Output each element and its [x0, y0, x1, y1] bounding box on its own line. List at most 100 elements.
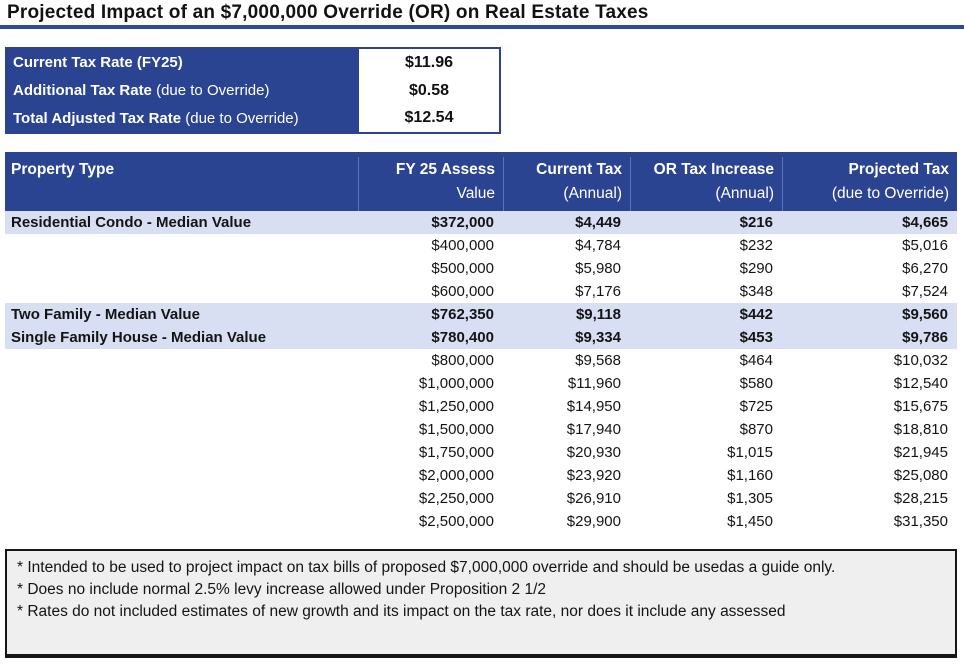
cell-assess-value: $2,500,000 — [418, 513, 494, 530]
cell-property-type — [5, 349, 358, 372]
projection-table-header: Property Type FY 25 Assess Value Current… — [5, 152, 957, 211]
projection-table: Property Type FY 25 Assess Value Current… — [5, 152, 957, 533]
cell-assess-value: $2,000,000 — [418, 467, 494, 484]
cell-assess-value: $372,000 — [431, 214, 494, 231]
cell-assess-value: $500,000 — [431, 260, 494, 277]
cell-or-tax-increase: $725 — [739, 398, 773, 415]
column-header-projected-tax: Projected Tax (due to Override) — [782, 157, 957, 211]
column-header-line2: (Annual) — [715, 185, 774, 202]
cell-or-tax-increase: $870 — [739, 421, 773, 438]
cell-property-type — [5, 280, 358, 303]
cell-assess-value: $780,400 — [431, 329, 494, 346]
column-header-line1: Current Tax — [536, 161, 622, 178]
cell-property-type: Single Family House - Median Value — [11, 329, 267, 346]
table-row: $1,750,000 $20,930 $1,015 $21,945 — [5, 441, 957, 464]
cell-projected-tax: $5,016 — [902, 237, 948, 254]
cell-property-type — [5, 464, 358, 487]
cell-projected-tax: $12,540 — [893, 375, 948, 392]
cell-current-tax: $23,920 — [566, 467, 621, 484]
cell-current-tax: $14,950 — [566, 398, 621, 415]
rate-label-bold: Current Tax Rate (FY25) — [13, 54, 183, 72]
rate-label-bold: Total Adjusted Tax Rate — [13, 109, 182, 127]
column-header-line1: OR Tax Increase — [653, 161, 774, 178]
cell-current-tax: $11,960 — [567, 375, 621, 392]
rate-value: $0.58 — [408, 81, 450, 99]
rate-label: Current Tax Rate (FY25) — [13, 49, 359, 76]
rate-value: $11.96 — [404, 53, 454, 71]
cell-current-tax: $9,334 — [575, 329, 621, 346]
cell-current-tax: $4,449 — [575, 214, 621, 231]
cell-projected-tax: $25,080 — [893, 467, 948, 484]
cell-or-tax-increase: $232 — [739, 237, 773, 254]
cell-projected-tax: $21,945 — [893, 444, 948, 461]
cell-current-tax: $9,568 — [575, 352, 621, 369]
cell-current-tax: $5,980 — [575, 260, 621, 277]
cell-current-tax: $17,940 — [566, 421, 621, 438]
rate-label-rest: (due to Override) — [181, 109, 299, 127]
table-row: Two Family - Median Value $762,350 $9,11… — [5, 303, 957, 326]
cell-assess-value: $400,000 — [431, 237, 494, 254]
table-row: $2,500,000 $29,900 $1,450 $31,350 — [5, 510, 957, 533]
tax-rate-summary-table: Current Tax Rate (FY25) Additional Tax R… — [5, 47, 501, 134]
table-row: $400,000 $4,784 $232 $5,016 — [5, 234, 957, 257]
cell-projected-tax: $10,032 — [893, 352, 948, 369]
footnote-box: * Intended to be used to project impact … — [5, 549, 957, 658]
tax-rate-labels: Current Tax Rate (FY25) Additional Tax R… — [7, 49, 359, 132]
cell-or-tax-increase: $348 — [739, 283, 773, 300]
table-row: $800,000 $9,568 $464 $10,032 — [5, 349, 957, 372]
table-row: $500,000 $5,980 $290 $6,270 — [5, 257, 957, 280]
column-header-or-tax-increase: OR Tax Increase (Annual) — [630, 157, 782, 211]
cell-property-type — [5, 487, 358, 510]
rate-label: Additional Tax Rate (due to Override) — [13, 77, 359, 104]
cell-projected-tax: $6,270 — [902, 260, 948, 277]
tax-rate-values: $11.96 $0.58 $12.54 — [359, 49, 499, 132]
rate-label-rest: (due to Override) — [151, 81, 270, 99]
cell-or-tax-increase: $1,305 — [727, 490, 773, 507]
cell-or-tax-increase: $1,450 — [727, 513, 773, 530]
cell-or-tax-increase: $453 — [739, 329, 773, 346]
cell-current-tax: $7,176 — [575, 283, 621, 300]
footnote-line: * Does no include normal 2.5% levy incre… — [17, 581, 547, 598]
footnote-line: * Intended to be used to project impact … — [17, 559, 836, 576]
cell-projected-tax: $15,675 — [893, 398, 948, 415]
rate-label-bold: Additional Tax Rate — [13, 81, 152, 99]
cell-assess-value: $1,250,000 — [418, 398, 494, 415]
cell-or-tax-increase: $1,160 — [727, 467, 773, 484]
cell-property-type: Two Family - Median Value — [11, 306, 200, 323]
cell-current-tax: $4,784 — [575, 237, 621, 254]
cell-or-tax-increase: $290 — [739, 260, 773, 277]
table-row: $1,000,000 $11,960 $580 $12,540 — [5, 372, 957, 395]
table-row: $1,250,000 $14,950 $725 $15,675 — [5, 395, 957, 418]
cell-current-tax: $29,900 — [566, 513, 621, 530]
cell-property-type — [5, 257, 358, 280]
table-row: $600,000 $7,176 $348 $7,524 — [5, 280, 957, 303]
cell-assess-value: $1,750,000 — [418, 444, 494, 461]
cell-or-tax-increase: $580 — [739, 375, 773, 392]
footnote-line: * Rates do not included estimates of new… — [17, 603, 786, 620]
column-header-line1: Property Type — [11, 161, 115, 178]
cell-assess-value: $762,350 — [431, 306, 494, 323]
cell-property-type — [5, 234, 358, 257]
table-row: $2,250,000 $26,910 $1,305 $28,215 — [5, 487, 957, 510]
rate-value: $12.54 — [404, 109, 454, 127]
cell-assess-value: $1,500,000 — [418, 421, 494, 438]
cell-projected-tax: $28,215 — [893, 490, 948, 507]
cell-or-tax-increase: $442 — [739, 306, 773, 323]
column-header-line2: (Annual) — [563, 185, 622, 202]
table-row: $2,000,000 $23,920 $1,160 $25,080 — [5, 464, 957, 487]
page-title: Projected Impact of an $7,000,000 Overri… — [7, 2, 649, 23]
column-header-line2: (due to Override) — [831, 185, 949, 202]
projection-table-body: Residential Condo - Median Value $372,00… — [5, 211, 957, 533]
cell-property-type — [5, 395, 358, 418]
cell-current-tax: $9,118 — [575, 306, 621, 323]
cell-projected-tax: $4,665 — [902, 214, 948, 231]
cell-projected-tax: $31,350 — [893, 513, 948, 530]
cell-projected-tax: $7,524 — [902, 283, 948, 300]
column-header-current-tax: Current Tax (Annual) — [503, 157, 630, 211]
cell-property-type — [5, 510, 358, 533]
cell-projected-tax: $9,560 — [902, 306, 948, 323]
cell-assess-value: $1,000,000 — [418, 375, 494, 392]
cell-or-tax-increase: $1,015 — [727, 444, 773, 461]
title-underline-rule — [0, 25, 964, 29]
column-header-property-type: Property Type — [5, 157, 358, 211]
